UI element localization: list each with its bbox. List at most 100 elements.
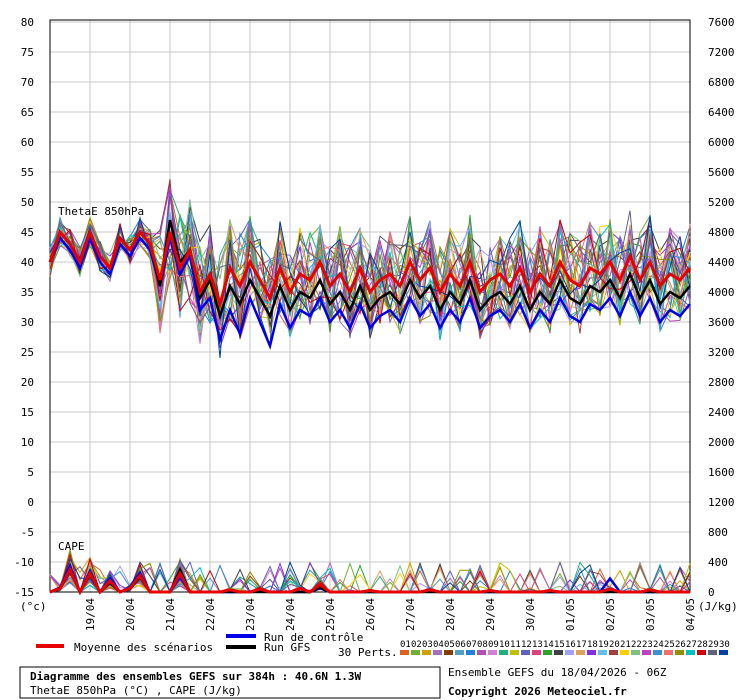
y-tick-label: 10	[21, 436, 34, 449]
copyright: Copyright 2026 Meteociel.fr	[448, 685, 627, 698]
legend-gfs-label: Run GFS	[264, 641, 310, 654]
y2-tick-label: 4800	[708, 226, 735, 239]
x-tick-label: 21/04	[164, 598, 177, 631]
y2-tick-label: 6400	[708, 106, 735, 119]
pert-swatch	[686, 650, 695, 655]
y2-tick-label: 7600	[708, 16, 735, 29]
pert-swatch	[411, 650, 420, 655]
x-tick-label: 24/04	[284, 598, 297, 631]
axis-ticks: 80757065605550454035302520151050-5-10-15…	[14, 16, 734, 631]
pert-number: 28	[697, 640, 708, 650]
legend-perts-label: 30 Perts.	[338, 646, 398, 659]
y2-tick-label: 4000	[708, 286, 735, 299]
mean-cape-line	[49, 566, 690, 596]
pert-swatch	[477, 650, 486, 655]
pert-swatch	[576, 650, 585, 655]
y-tick-label: 80	[21, 16, 34, 29]
y2-tick-label: 1600	[708, 466, 735, 479]
x-tick-label: 28/04	[444, 598, 457, 631]
pert-number: 20	[609, 640, 620, 650]
pert-number: 18	[587, 640, 598, 650]
y-tick-label: -15	[14, 586, 34, 599]
x-tick-label: 27/04	[404, 598, 417, 631]
pert-number: 27	[686, 640, 697, 650]
pert-swatch	[499, 650, 508, 655]
pert-swatch	[664, 650, 673, 655]
pert-number: 04	[433, 640, 444, 650]
legend-control-swatch	[226, 634, 256, 638]
main-lines	[48, 219, 692, 596]
pert-number: 12	[521, 640, 532, 650]
pert-swatch	[543, 650, 552, 655]
pert-number: 21	[620, 640, 631, 650]
legend-mean-swatch	[36, 644, 64, 648]
pert-swatch	[400, 650, 409, 655]
y2-tick-label: 6800	[708, 76, 735, 89]
x-tick-label: 30/04	[524, 598, 537, 631]
pert-swatch	[565, 650, 574, 655]
x-tick-label: 29/04	[484, 598, 497, 631]
y2-tick-label: 4400	[708, 256, 735, 269]
x-tick-label: 22/04	[204, 598, 217, 631]
x-tick-label: 01/05	[564, 598, 577, 631]
pert-number: 17	[576, 640, 587, 650]
pert-swatch	[653, 650, 662, 655]
pert-theta-line	[49, 200, 691, 320]
pert-number: 30	[719, 640, 730, 650]
pert-number: 22	[631, 640, 642, 650]
y-tick-label: 25	[21, 346, 34, 359]
pert-number: 15	[554, 640, 565, 650]
y-tick-label: 60	[21, 136, 34, 149]
pert-number: 03	[422, 640, 433, 650]
y-tick-label: -10	[14, 556, 34, 569]
y2-tick-label: 2000	[708, 436, 735, 449]
y2-tick-label: 800	[708, 526, 728, 539]
y-tick-label: -5	[21, 526, 34, 539]
y2-tick-label: 0	[708, 586, 715, 599]
legend-gfs-swatch	[226, 645, 256, 649]
x-tick-label: 19/04	[84, 598, 97, 631]
pert-number: 19	[598, 640, 609, 650]
footer-title: Diagramme des ensembles GEFS sur 384h : …	[30, 670, 362, 683]
pert-number: 11	[510, 640, 521, 650]
cape-panel-label: CAPE	[58, 540, 85, 553]
pert-number: 29	[708, 640, 719, 650]
legend-mean-label: Moyenne des scénarios	[74, 641, 213, 654]
y-tick-label: 5	[27, 466, 34, 479]
y2-tick-label: 3600	[708, 316, 735, 329]
pert-swatch	[642, 650, 651, 655]
y2-tick-label: 3200	[708, 346, 735, 359]
pert-number: 13	[532, 640, 543, 650]
mean-theta-line	[48, 227, 692, 310]
y-tick-label: 40	[21, 256, 34, 269]
pert-swatch	[598, 650, 607, 655]
legend: Moyenne des scénarios Run de contrôle Ru…	[36, 631, 730, 659]
pert-number: 10	[499, 640, 510, 650]
pert-swatch	[466, 650, 475, 655]
pert-number: 14	[543, 640, 554, 650]
pert-legend: 01 02 03 04 05 06 07 08 09 10 11 12 13 14 15 16 17 18 19 20…	[400, 640, 730, 655]
pert-swatch	[675, 650, 684, 655]
pert-swatch	[532, 650, 541, 655]
pert-swatch	[488, 650, 497, 655]
y2-tick-label: 2800	[708, 376, 735, 389]
pert-swatch	[609, 650, 618, 655]
pert-swatch	[587, 650, 596, 655]
pert-number: 26	[675, 640, 686, 650]
x-tick-label: 03/05	[644, 598, 657, 631]
y2-tick-label: 400	[708, 556, 728, 569]
pert-number: 24	[653, 640, 664, 650]
y-tick-label: 70	[21, 76, 34, 89]
y-tick-label: 35	[21, 286, 34, 299]
theta-panel-label: ThetaE 850hPa	[58, 205, 144, 218]
pert-swatch	[433, 650, 442, 655]
right-unit-label: (J/kg)	[698, 600, 738, 613]
y-tick-label: 75	[21, 46, 34, 59]
x-tick-label: 26/04	[364, 598, 377, 631]
y2-tick-label: 1200	[708, 496, 735, 509]
pert-number: 16	[565, 640, 576, 650]
legend-control-label: Run de contrôle	[264, 631, 363, 644]
pert-swatch	[521, 650, 530, 655]
pert-number: 02	[411, 640, 422, 650]
